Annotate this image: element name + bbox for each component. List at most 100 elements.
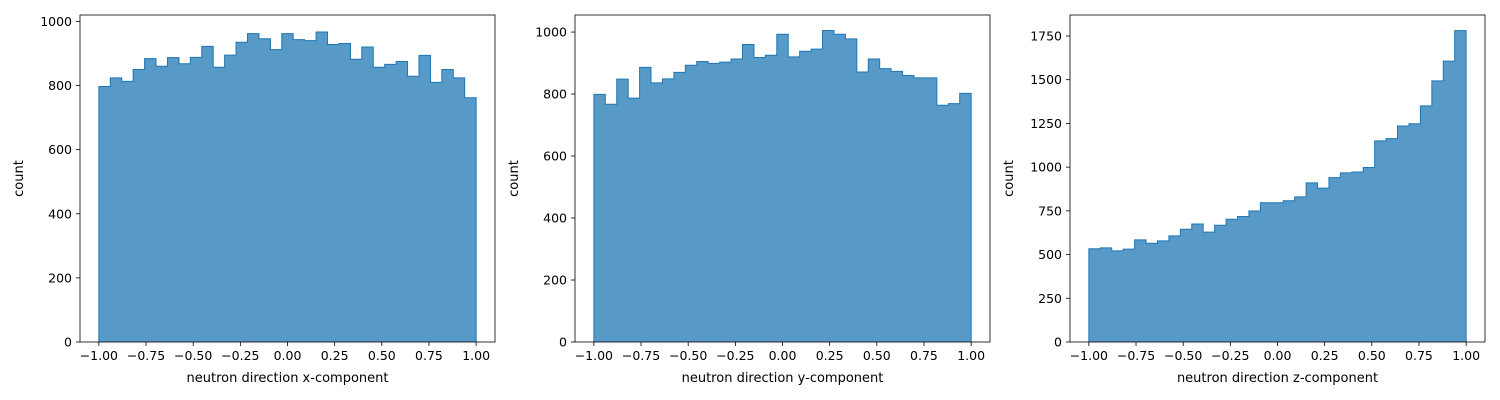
histogram-panel-x: −1.00 −0.75 −0.50 −0.25 0.00 0.25 0.50 0.75 1.00… xyxy=(12,14,496,386)
histogram-bar xyxy=(1431,80,1444,343)
histogram-bar xyxy=(1226,219,1238,342)
histogram-bar xyxy=(673,72,686,342)
x-tick-label: 0.25 xyxy=(321,348,349,363)
y-tick-label: 1250 xyxy=(1030,116,1062,131)
histogram-bar xyxy=(384,64,397,342)
histogram-bar xyxy=(753,57,766,343)
histogram-bar xyxy=(1386,138,1398,342)
histogram-bar xyxy=(1157,240,1170,342)
histogram-bar xyxy=(453,77,466,342)
histogram-bar xyxy=(913,77,926,342)
histogram-bar xyxy=(418,55,431,343)
histogram-bar xyxy=(338,43,351,343)
histogram-bar xyxy=(1248,211,1261,342)
histogram-bar xyxy=(1443,61,1456,343)
x-tick-label: −0.25 xyxy=(1211,348,1249,363)
y-tick-label: 200 xyxy=(48,270,72,285)
y-tick-label: 400 xyxy=(48,206,72,221)
histogram-bar xyxy=(616,79,629,342)
x-tick-label: −0.75 xyxy=(622,348,660,363)
y-tick-label: 0 xyxy=(559,335,567,350)
y-tick-label: 400 xyxy=(543,211,567,226)
x-tick-label: −0.50 xyxy=(669,348,707,363)
histogram-bar xyxy=(1191,223,1204,342)
histogram-bar xyxy=(441,69,454,342)
histogram-bar xyxy=(1203,232,1216,342)
histogram-bar xyxy=(1363,167,1376,342)
histogram-bar xyxy=(1088,248,1101,342)
y-tick-label: 250 xyxy=(1038,291,1062,306)
histogram-bar xyxy=(765,55,778,343)
y-tick-label: 800 xyxy=(543,87,567,102)
x-axis-label: neutron direction z-component xyxy=(1177,371,1378,386)
y-tick-label: 1000 xyxy=(40,14,72,29)
histogram-bar xyxy=(708,63,721,343)
x-tick-label: 0.50 xyxy=(368,348,396,363)
x-tick-label: 0.75 xyxy=(910,348,938,363)
y-tick-label: 0 xyxy=(64,335,72,350)
histogram-bar xyxy=(959,93,972,343)
y-tick-label: 1000 xyxy=(535,25,567,40)
x-tick-label: 1.00 xyxy=(462,348,490,363)
histogram-outline xyxy=(593,29,972,342)
x-tick-label: −1.00 xyxy=(80,348,118,363)
x-tick-label: −0.75 xyxy=(127,348,165,363)
histogram-bar xyxy=(1214,225,1227,342)
histogram-bar xyxy=(891,71,903,342)
y-axis-label: count xyxy=(1002,160,1017,197)
x-tick-label: −1.00 xyxy=(1070,348,1108,363)
histogram-bar xyxy=(293,39,306,342)
y-tick-label: 600 xyxy=(543,149,567,164)
histogram-outline xyxy=(98,31,477,342)
histogram-bar xyxy=(845,38,858,342)
histogram-bar xyxy=(464,97,477,342)
histogram-bar xyxy=(902,75,915,342)
histogram-bar xyxy=(213,67,226,342)
x-tick-label: 0.00 xyxy=(1264,348,1292,363)
x-tick-label: 0.00 xyxy=(274,348,302,363)
histogram-bar xyxy=(350,59,363,342)
histogram-outline xyxy=(1088,30,1467,342)
y-tick-label: 0 xyxy=(1054,335,1062,350)
histogram-panel-z: −1.00 −0.75 −0.50 −0.25 0.00 0.25 0.50 0.75 1.00… xyxy=(1002,14,1486,386)
x-tick-label: 0.50 xyxy=(1358,348,1386,363)
histogram-bar xyxy=(1351,172,1364,342)
histogram-bar xyxy=(1123,249,1135,342)
histogram-bar xyxy=(731,59,743,342)
histogram-bar xyxy=(1237,216,1250,342)
histogram-bar xyxy=(247,33,260,342)
histogram-bar xyxy=(925,77,938,342)
histogram-bar xyxy=(788,56,801,343)
histogram-bar xyxy=(156,66,168,342)
histogram-bar xyxy=(316,31,328,342)
histogram-bar xyxy=(1420,105,1433,342)
histogram-bar xyxy=(833,34,846,342)
histogram-bar xyxy=(799,51,812,342)
histogram-bar xyxy=(133,69,145,342)
histogram-bar xyxy=(190,57,203,342)
histogram-bar xyxy=(121,81,134,343)
histogram-bar xyxy=(662,78,675,343)
histogram-bar xyxy=(1134,239,1147,342)
histogram-bar xyxy=(639,67,652,342)
histogram-bar xyxy=(936,105,949,343)
y-tick-label: 750 xyxy=(1038,203,1062,218)
x-tick-label: −0.50 xyxy=(1164,348,1202,363)
y-tick-label: 1750 xyxy=(1030,28,1062,43)
histogram-bar xyxy=(1454,30,1467,342)
histogram-bar xyxy=(167,57,180,342)
histogram-bar xyxy=(144,58,157,342)
histogram-bar xyxy=(304,40,317,342)
histogram-bar xyxy=(430,82,443,342)
histogram-bar xyxy=(373,67,386,342)
histogram-bar xyxy=(98,86,111,342)
x-tick-label: 0.00 xyxy=(769,348,797,363)
histogram-bar xyxy=(281,33,294,342)
histogram-bar xyxy=(1271,202,1284,342)
y-tick-label: 1000 xyxy=(1030,160,1062,175)
x-tick-label: 1.00 xyxy=(957,348,985,363)
histogram-bar xyxy=(1260,202,1273,342)
histogram-bar xyxy=(742,44,755,343)
histogram-bar xyxy=(1283,200,1296,342)
